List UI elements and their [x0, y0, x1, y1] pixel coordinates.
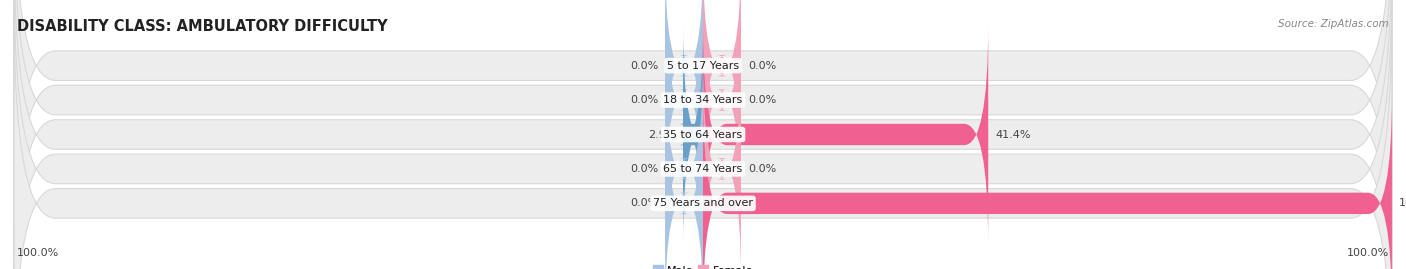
FancyBboxPatch shape [665, 0, 703, 175]
Text: 0.0%: 0.0% [630, 198, 658, 208]
FancyBboxPatch shape [14, 0, 1392, 269]
FancyBboxPatch shape [703, 94, 1392, 269]
Text: 5 to 17 Years: 5 to 17 Years [666, 61, 740, 71]
FancyBboxPatch shape [14, 0, 1392, 269]
Text: 35 to 64 Years: 35 to 64 Years [664, 129, 742, 140]
Text: 0.0%: 0.0% [748, 61, 776, 71]
FancyBboxPatch shape [665, 94, 703, 269]
Text: 65 to 74 Years: 65 to 74 Years [664, 164, 742, 174]
Text: 41.4%: 41.4% [995, 129, 1031, 140]
FancyBboxPatch shape [665, 59, 703, 269]
Text: 100.0%: 100.0% [17, 248, 59, 258]
FancyBboxPatch shape [703, 0, 741, 175]
Text: 0.0%: 0.0% [630, 164, 658, 174]
FancyBboxPatch shape [703, 0, 741, 210]
FancyBboxPatch shape [665, 0, 703, 210]
FancyBboxPatch shape [14, 12, 1392, 269]
Text: 100.0%: 100.0% [1347, 248, 1389, 258]
Text: 75 Years and over: 75 Years and over [652, 198, 754, 208]
FancyBboxPatch shape [14, 0, 1392, 269]
Text: 2.9%: 2.9% [648, 129, 676, 140]
Text: 0.0%: 0.0% [630, 61, 658, 71]
Text: DISABILITY CLASS: AMBULATORY DIFFICULTY: DISABILITY CLASS: AMBULATORY DIFFICULTY [17, 19, 388, 34]
Text: 100.0%: 100.0% [1399, 198, 1406, 208]
FancyBboxPatch shape [703, 59, 741, 269]
Legend: Male, Female: Male, Female [648, 261, 758, 269]
FancyBboxPatch shape [14, 0, 1392, 257]
FancyBboxPatch shape [703, 25, 988, 244]
Text: Source: ZipAtlas.com: Source: ZipAtlas.com [1278, 19, 1389, 29]
Text: 18 to 34 Years: 18 to 34 Years [664, 95, 742, 105]
FancyBboxPatch shape [679, 25, 707, 244]
Text: 0.0%: 0.0% [748, 95, 776, 105]
Text: 0.0%: 0.0% [630, 95, 658, 105]
Text: 0.0%: 0.0% [748, 164, 776, 174]
